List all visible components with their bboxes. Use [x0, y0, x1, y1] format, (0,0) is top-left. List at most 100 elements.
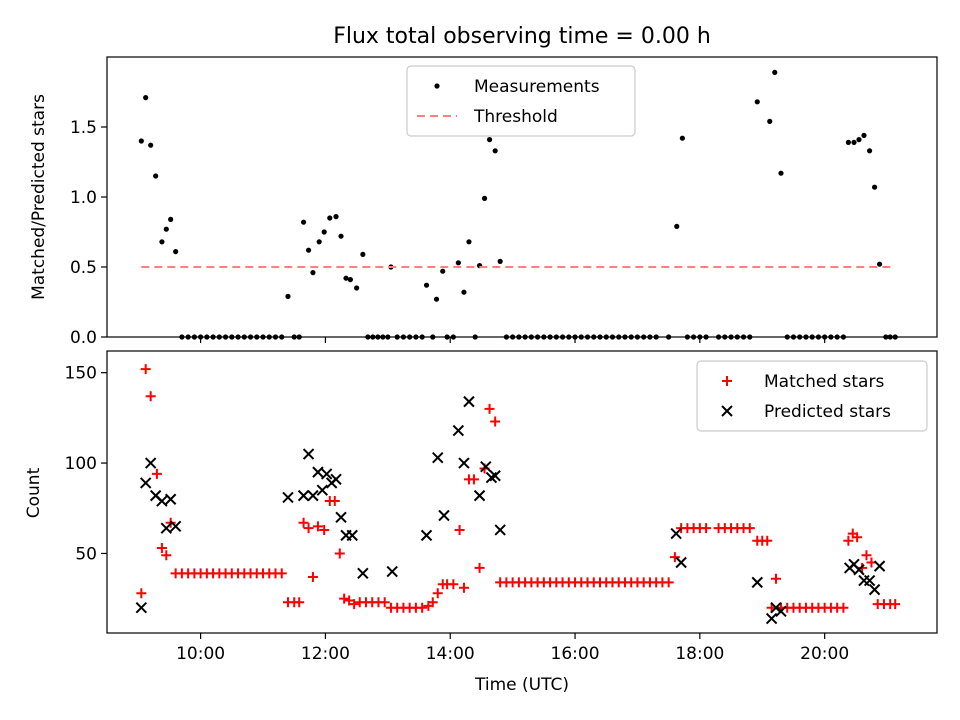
bottom-y-tick-label: 50 — [75, 544, 97, 564]
matched-stars-point — [312, 521, 323, 532]
measurements-point — [279, 334, 285, 340]
measurements-point — [553, 334, 559, 340]
predicted-stars-point — [873, 560, 886, 572]
predicted-stars-point — [420, 529, 433, 542]
measurements-point — [472, 334, 478, 340]
measurements-point — [316, 239, 322, 245]
measurements-point — [291, 334, 297, 340]
measurements-point — [715, 334, 722, 340]
measurements-point — [466, 239, 472, 245]
predicted-stars-point — [135, 601, 148, 614]
matched-stars-point — [276, 568, 287, 579]
measurements-point — [566, 334, 572, 340]
measurements-point — [834, 334, 840, 340]
predicted-stars-point — [765, 612, 778, 625]
matched-stars-point — [379, 597, 390, 608]
predicted-stars-point — [169, 520, 182, 533]
predicted-stars-point — [494, 524, 506, 536]
measurements-point — [778, 170, 784, 176]
measurements-point — [360, 251, 366, 257]
measurements-point — [851, 139, 857, 145]
measurements-point — [522, 334, 528, 340]
measurements-point — [260, 334, 266, 340]
measurements-point — [168, 216, 174, 222]
predicted-stars-point — [282, 491, 294, 504]
bottom-axes-frame — [106, 350, 938, 634]
predicted-stars-point — [307, 489, 319, 502]
top-y-axis-label: Matched/Predicted stars — [29, 94, 49, 300]
predicted-stars-point — [775, 605, 787, 618]
predicted-stars-point — [164, 493, 177, 505]
matched-stars-point — [838, 602, 849, 613]
x-axis-label: Time (UTC) — [474, 675, 569, 695]
measurements-point — [674, 223, 680, 229]
measurements-point — [754, 99, 760, 105]
top-legend — [406, 65, 636, 137]
measurements-point — [285, 293, 291, 299]
measurements-point — [653, 334, 659, 340]
measurements-point — [797, 334, 803, 340]
measurements-point — [641, 334, 647, 340]
measurements-point — [370, 334, 376, 340]
bottom-x-tick-label: 20:00 — [800, 644, 849, 664]
measurements-point — [153, 173, 159, 179]
measurements-point — [380, 334, 386, 340]
top-subplot-ratio: 0.0 0.5 1.0 1.5 Measurements Threshold — [70, 56, 938, 348]
top-y-tick-label: 0.0 — [70, 328, 97, 348]
measurements-point — [892, 334, 898, 340]
predicted-stars-point — [438, 509, 450, 522]
measurements-point — [547, 334, 553, 340]
measurements-point — [266, 334, 272, 340]
matched-stars-point — [701, 523, 712, 534]
measurements-point — [684, 334, 690, 340]
legend-predicted-stars-swatch — [721, 405, 733, 417]
measurements-point — [784, 334, 790, 340]
measurements-point — [254, 334, 260, 340]
measurements-point — [871, 184, 878, 190]
measurements-point — [634, 334, 641, 340]
predicted-stars-point — [452, 424, 465, 437]
matched-stars-point — [474, 562, 485, 573]
measurements-point — [305, 247, 312, 253]
measurements-point — [198, 334, 204, 340]
predicted-stars-point — [357, 567, 369, 580]
measurements-point — [204, 334, 210, 340]
matched-stars-point — [417, 602, 428, 613]
matched-stars-point — [468, 474, 479, 485]
predicted-stars-point — [335, 511, 347, 524]
legend-threshold-label: Threshold — [473, 107, 558, 127]
predicted-stars-point — [863, 574, 876, 587]
measurements-point — [407, 334, 413, 340]
measurements-point — [338, 233, 344, 239]
predicted-stars-point — [144, 457, 157, 469]
bottom-y-axis-label: Count — [24, 467, 44, 518]
measurements-point — [876, 261, 883, 267]
matched-stars-point — [669, 552, 680, 563]
measurements-point — [828, 334, 834, 340]
measurements-point — [375, 334, 381, 340]
measurements-point — [191, 334, 197, 340]
predicted-stars-point — [463, 395, 475, 408]
measurements-point — [584, 334, 591, 340]
matched-stars-point — [663, 577, 674, 588]
predicted-stars-point — [386, 565, 398, 578]
measurements-point — [803, 334, 809, 340]
measurements-point — [867, 148, 873, 154]
measurements-point — [734, 334, 740, 340]
measurements-point — [497, 258, 503, 264]
measurements-point — [310, 270, 316, 276]
measurements-point — [628, 334, 634, 340]
predicted-stars-point — [297, 489, 310, 502]
measurements-point — [578, 334, 584, 340]
predicted-stars-point — [302, 448, 315, 460]
measurements-point — [455, 260, 461, 266]
measurements-point — [159, 239, 165, 245]
measurements-point — [597, 334, 603, 340]
measurements-point — [347, 277, 353, 283]
matched-stars-point — [432, 588, 443, 599]
measurements-point — [423, 282, 430, 288]
measurements-point — [241, 334, 247, 340]
measurements-point — [591, 334, 597, 340]
measurements-point — [622, 334, 628, 340]
matched-stars-point — [151, 468, 162, 479]
